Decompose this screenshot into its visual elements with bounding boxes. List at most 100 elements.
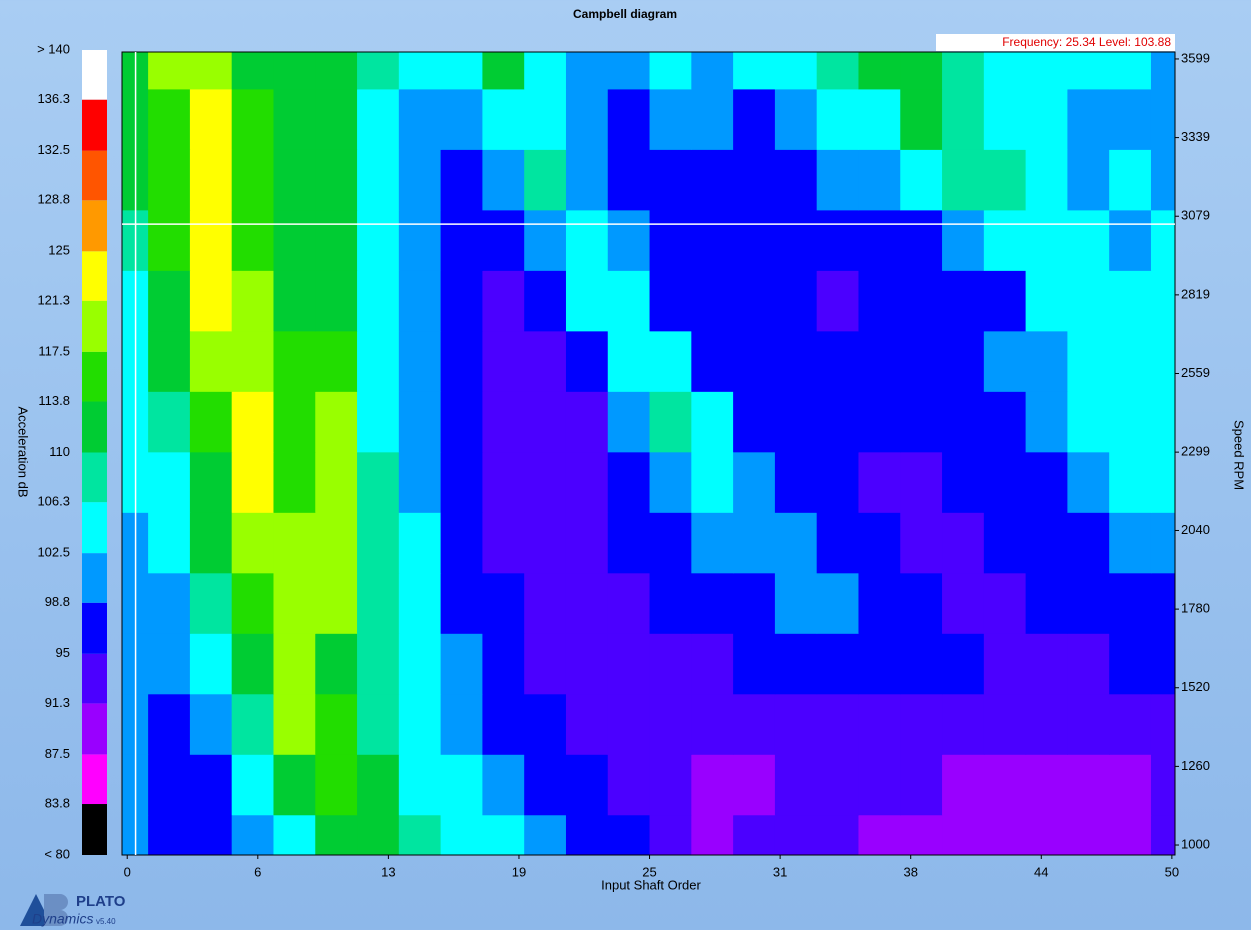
heat-cell <box>1150 52 1175 90</box>
heat-cell <box>231 391 274 453</box>
heat-cell <box>565 149 609 211</box>
heat-cell <box>122 52 149 90</box>
heat-cell <box>900 451 943 513</box>
heat-cell <box>774 814 818 855</box>
heat-cell <box>691 330 734 392</box>
heat-cell <box>1109 209 1152 271</box>
x-tick-label: 50 <box>1165 864 1179 879</box>
heat-cell <box>565 209 609 271</box>
y-tick-label: 3079 <box>1181 208 1210 223</box>
heat-cell <box>122 693 149 755</box>
heat-cell <box>189 754 233 816</box>
heat-cell <box>524 149 567 211</box>
heat-cell <box>733 451 776 513</box>
heat-cell <box>649 270 692 332</box>
heat-cell <box>440 633 483 695</box>
x-tick-label: 25 <box>642 864 656 879</box>
heat-cell <box>774 512 818 574</box>
heat-cell <box>148 693 191 755</box>
heat-cell <box>231 572 274 634</box>
heat-cell <box>524 52 567 90</box>
heat-cell <box>524 391 567 453</box>
heat-cell <box>774 330 818 392</box>
heat-cell <box>983 693 1027 755</box>
heat-cell <box>482 693 525 755</box>
heat-cell <box>482 814 525 855</box>
heat-cell <box>148 330 191 392</box>
heat-cell <box>440 209 483 271</box>
heat-cell <box>1025 270 1068 332</box>
heat-cell <box>900 209 943 271</box>
heat-cell <box>1109 814 1152 855</box>
heat-cell <box>733 209 776 271</box>
heat-cell <box>231 330 274 392</box>
heat-cell <box>733 633 776 695</box>
heat-cell <box>649 572 692 634</box>
heat-cell <box>733 88 776 150</box>
heat-cell <box>315 814 358 855</box>
heat-cell <box>816 451 859 513</box>
heat-cell <box>315 391 358 453</box>
logo: PLATO Dynamics v5.40 <box>20 893 126 927</box>
heat-cell <box>649 693 692 755</box>
heat-cell <box>231 149 274 211</box>
heat-cell <box>482 754 525 816</box>
heat-cell <box>357 754 400 816</box>
heat-cell <box>858 330 901 392</box>
x-tick-label: 19 <box>512 864 526 879</box>
heat-cell <box>649 512 692 574</box>
colorbar-band <box>82 502 107 554</box>
heat-cell <box>607 512 651 574</box>
heat-cell <box>398 754 442 816</box>
heat-cell <box>565 330 609 392</box>
heat-cell <box>482 270 525 332</box>
heat-cell <box>900 391 943 453</box>
colorbar-band <box>82 754 107 805</box>
heat-cell <box>942 754 985 816</box>
heat-cell <box>900 330 943 392</box>
heat-cell <box>482 572 525 634</box>
heat-cell <box>649 451 692 513</box>
heat-cell <box>1150 814 1175 855</box>
heat-cell <box>189 149 233 211</box>
heat-cell <box>983 633 1027 695</box>
heat-cell <box>607 451 651 513</box>
heat-cell <box>816 814 859 855</box>
heat-cell <box>148 52 191 90</box>
heat-cell <box>273 52 316 90</box>
y-tick-label: 2819 <box>1181 286 1210 301</box>
heat-cell <box>273 512 316 574</box>
heat-cell <box>231 633 274 695</box>
heat-cell <box>482 451 525 513</box>
heat-cell <box>524 572 567 634</box>
heat-cell <box>189 512 233 574</box>
heat-cell <box>315 270 358 332</box>
heat-cell <box>900 572 943 634</box>
heat-cell <box>942 572 985 634</box>
heat-cell <box>1067 572 1110 634</box>
heat-cell <box>1109 330 1152 392</box>
readout: Frequency: 25.34 Level: 103.88 <box>1002 35 1171 49</box>
heat-cell <box>440 330 483 392</box>
heat-cell <box>774 209 818 271</box>
colorbar-band <box>82 401 107 453</box>
heat-cell <box>565 88 609 150</box>
heat-cell <box>315 52 358 90</box>
heat-cell <box>900 633 943 695</box>
heat-cell <box>357 330 400 392</box>
heat-cell <box>122 270 149 332</box>
heat-cell <box>273 633 316 695</box>
y-tick-label: 2299 <box>1181 444 1210 459</box>
heat-cell <box>649 88 692 150</box>
heat-cell <box>900 149 943 211</box>
heat-cell <box>774 572 818 634</box>
heat-cell <box>148 633 191 695</box>
heat-cell <box>565 814 609 855</box>
heat-cell <box>1150 572 1175 634</box>
heat-cell <box>482 633 525 695</box>
colorbar-tick-label: 110 <box>49 444 70 459</box>
heat-cell <box>942 633 985 695</box>
colorbar-band <box>82 150 107 201</box>
heat-cell <box>440 572 483 634</box>
y-tick-label: 1520 <box>1181 679 1210 694</box>
